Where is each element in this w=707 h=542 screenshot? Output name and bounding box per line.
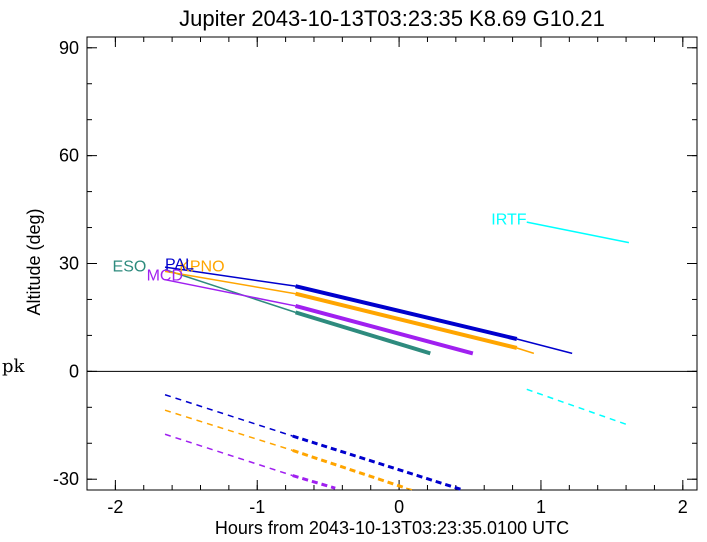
series-segment-irtf — [526, 388, 630, 426]
series-pal — [164, 266, 573, 492]
series-segment-eso — [164, 268, 296, 314]
series-irtf — [526, 221, 630, 426]
series-segment-kpno — [406, 487, 414, 491]
series-segment-mcd — [164, 433, 293, 477]
stray-text: pk — [2, 356, 26, 377]
series-segment-kpno — [292, 449, 407, 490]
series-segment-pal — [295, 284, 518, 341]
y-axis: -30 0 30 60 90 — [53, 38, 697, 489]
series-segment-pal — [516, 338, 573, 355]
series-segment-pal — [164, 394, 293, 437]
y-tick-label: 60 — [59, 146, 79, 166]
series-segment-mcd — [164, 278, 296, 307]
series-kpno — [164, 270, 535, 491]
y-axis-label: Altitude (deg) — [24, 208, 44, 315]
y-tick-label: 30 — [59, 254, 79, 274]
series-mcd — [164, 278, 474, 490]
series-segment-pal — [292, 434, 464, 492]
x-tick-label: 1 — [536, 497, 546, 517]
series-label-mcd: MCD — [147, 267, 183, 284]
x-tick-label: -1 — [249, 497, 265, 517]
series-label-eso: ESO — [113, 258, 147, 275]
series-segment-kpno — [164, 270, 296, 295]
y-tick-label: 90 — [59, 38, 79, 58]
chart-title: Jupiter 2043-10-13T03:23:35 K8.69 G10.21 — [179, 6, 605, 31]
x-axis: -2 -1 0 1 2 — [107, 37, 688, 517]
series-layer — [164, 221, 630, 492]
series-segment-kpno — [516, 347, 535, 355]
series-label-pal: PAL — [165, 257, 194, 274]
series-segment-mcd — [292, 474, 336, 490]
series-label-irtf: IRTF — [491, 212, 526, 229]
series-label-kpno: KPNO — [179, 258, 224, 275]
series-eso — [164, 268, 431, 356]
y-tick-label: -30 — [53, 469, 79, 489]
x-axis-label: Hours from 2043-10-13T03:23:35.0100 UTC — [215, 518, 569, 538]
x-tick-label: 2 — [678, 497, 688, 517]
series-segment-pal — [164, 266, 296, 287]
series-segment-kpno — [164, 409, 293, 452]
y-tick-label: 0 — [69, 361, 79, 381]
series-segment-mcd — [295, 303, 474, 356]
x-tick-label: -2 — [107, 497, 123, 517]
series-segment-eso — [294, 310, 431, 356]
series-segment-irtf — [526, 221, 630, 244]
x-tick-label: 0 — [394, 497, 404, 517]
series-segment-kpno — [295, 291, 518, 350]
